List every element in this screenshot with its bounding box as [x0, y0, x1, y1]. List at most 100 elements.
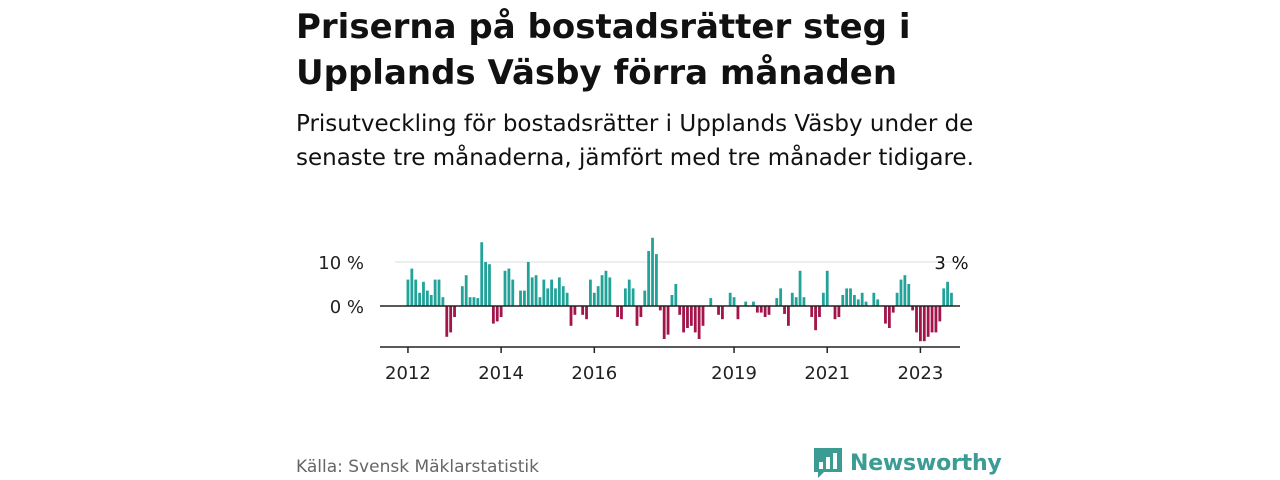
bar [802, 297, 806, 306]
bar [449, 306, 453, 333]
bar [538, 297, 542, 306]
y-tick-label: 10 % [318, 253, 364, 274]
bar [589, 279, 592, 306]
bar [922, 306, 926, 342]
bar [915, 306, 918, 333]
bar [445, 306, 449, 337]
bar [837, 306, 841, 317]
bar [950, 292, 953, 306]
bar [682, 306, 685, 333]
bar [755, 306, 759, 313]
bar [468, 297, 472, 306]
bar [658, 306, 662, 311]
bar [678, 306, 682, 315]
bar [934, 306, 938, 333]
bar [476, 298, 480, 306]
bar [686, 306, 689, 328]
bar [670, 295, 674, 306]
bar [666, 306, 670, 335]
chart-subtitle: Prisutveckling för bostadsrätter i Uppla… [296, 111, 974, 171]
bar [697, 306, 701, 339]
bar [542, 279, 546, 306]
bar [942, 288, 946, 306]
bar [581, 306, 585, 315]
bar [876, 299, 880, 306]
bar [530, 277, 534, 306]
bar [550, 279, 553, 306]
bar [499, 306, 503, 317]
bar [798, 270, 802, 306]
bar [930, 306, 934, 333]
bar [779, 288, 783, 306]
bar [899, 279, 903, 306]
bar [818, 306, 821, 317]
bar [631, 288, 635, 306]
bar [507, 268, 511, 306]
bar [721, 306, 724, 320]
bar [511, 279, 515, 306]
bar [787, 306, 790, 326]
bar [887, 306, 891, 328]
bar [651, 237, 654, 306]
bar [557, 277, 561, 306]
bar [860, 292, 864, 306]
bar [425, 290, 429, 306]
bar [410, 268, 414, 306]
bar [853, 295, 856, 306]
bar [620, 306, 623, 320]
axes [380, 305, 960, 353]
bar [441, 297, 445, 306]
bar [472, 297, 476, 306]
bar [674, 284, 678, 306]
bar [519, 290, 522, 306]
bar [534, 275, 538, 306]
bar [604, 270, 608, 306]
bar [647, 251, 651, 306]
bar [422, 281, 425, 306]
x-tick-label: 2012 [385, 363, 431, 384]
bar [616, 306, 619, 317]
bar [414, 279, 418, 306]
bar [732, 297, 736, 306]
bar [728, 292, 732, 306]
bar [484, 262, 487, 306]
bar [453, 306, 456, 317]
bar [592, 292, 596, 306]
bar [884, 306, 887, 324]
bar [608, 277, 612, 306]
newsworthy-logo-text: Newsworthy [850, 450, 1002, 476]
bar [655, 254, 658, 306]
bar [433, 279, 437, 306]
bar [701, 306, 705, 326]
last-value-label: 3 % [934, 253, 968, 274]
bar [480, 242, 484, 306]
source-note: Källa: Svensk Mäklarstatistik [296, 457, 539, 477]
bar [635, 306, 639, 326]
bar [911, 306, 915, 311]
x-tick-label: 2014 [478, 363, 524, 384]
bar [573, 306, 577, 315]
bar [767, 306, 771, 315]
bar [821, 292, 825, 306]
bar [554, 288, 557, 306]
bar [872, 292, 876, 306]
bar [491, 306, 495, 324]
bar [643, 290, 647, 306]
bar [856, 299, 860, 306]
bar [833, 306, 837, 320]
bar [546, 288, 550, 306]
bar [926, 306, 930, 337]
bar [639, 306, 643, 317]
bars [406, 237, 953, 342]
bar [783, 306, 786, 314]
bar [864, 301, 868, 306]
bar [662, 306, 666, 339]
bar [693, 306, 697, 333]
bar [919, 306, 922, 342]
bar [623, 288, 627, 306]
bar [763, 306, 767, 317]
bar [744, 301, 748, 306]
bar [596, 286, 600, 306]
bar [565, 292, 569, 306]
bar [841, 295, 845, 306]
